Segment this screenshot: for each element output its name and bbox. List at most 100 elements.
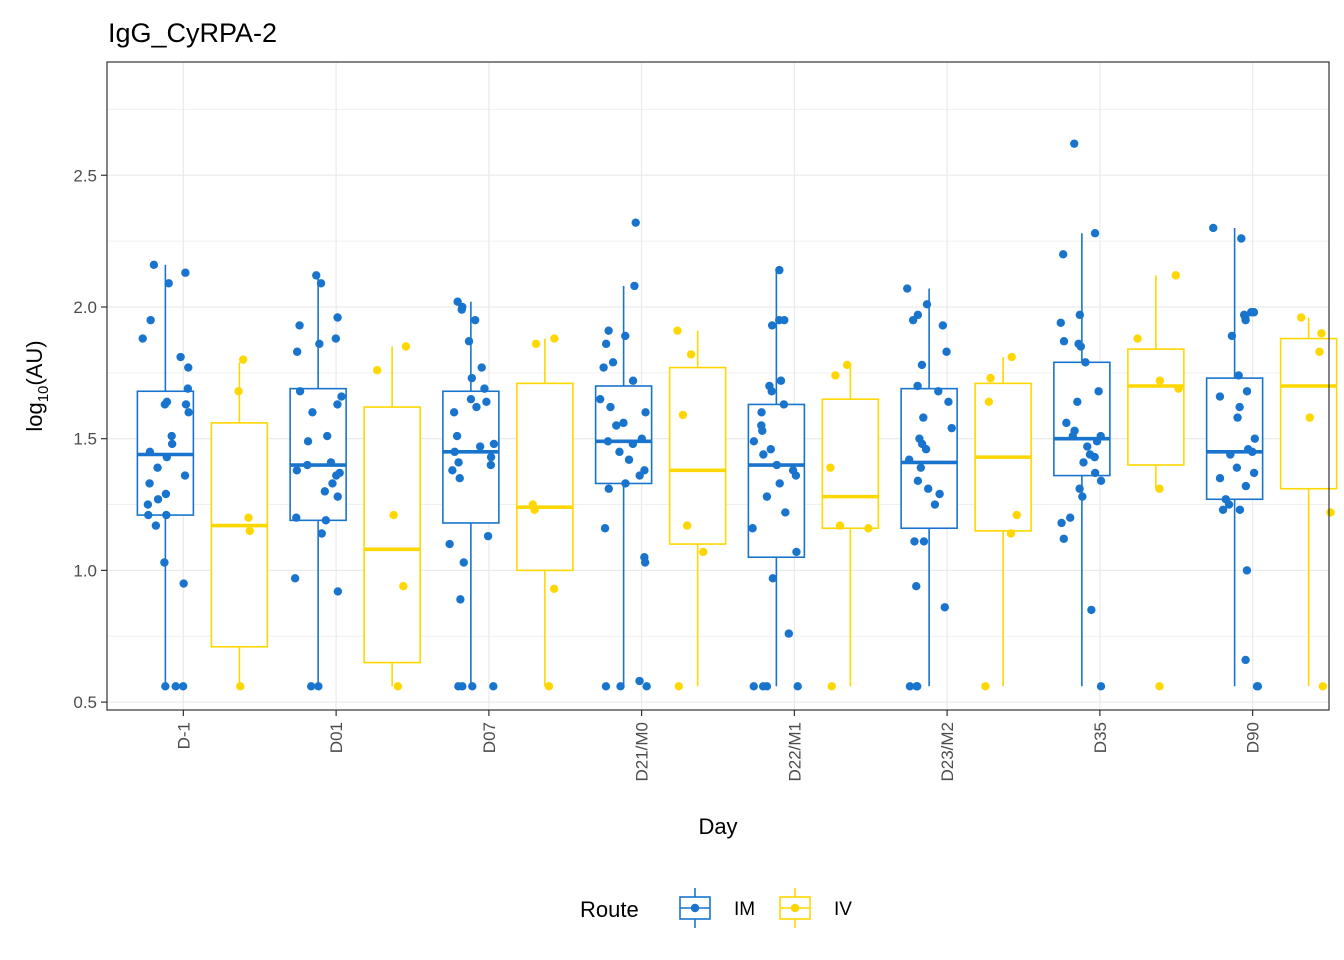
data-point-IM bbox=[143, 500, 153, 509]
y-tick-label: 1.0 bbox=[73, 561, 97, 580]
data-point-IM bbox=[603, 437, 613, 446]
data-point-IM bbox=[793, 682, 802, 691]
data-point-IM bbox=[642, 682, 651, 691]
data-point-IM bbox=[314, 682, 323, 691]
data-point-IV bbox=[531, 339, 541, 349]
data-point-IM bbox=[1226, 450, 1235, 459]
data-point-IM bbox=[913, 476, 923, 486]
data-point-IV bbox=[389, 510, 398, 520]
box-IV-0 bbox=[210, 362, 269, 687]
data-point-IM bbox=[1241, 655, 1250, 665]
box-body bbox=[668, 366, 727, 545]
data-point-IM bbox=[762, 492, 772, 501]
data-point-IV bbox=[401, 342, 411, 351]
data-point-IM bbox=[167, 431, 176, 441]
data-point-IM bbox=[631, 218, 640, 227]
data-point-IM bbox=[1059, 534, 1068, 543]
data-point-IM bbox=[1242, 566, 1252, 575]
data-point-IV bbox=[236, 682, 245, 691]
data-point-IV bbox=[699, 547, 708, 557]
data-point-IM bbox=[940, 603, 949, 612]
data-point-IM bbox=[1237, 234, 1246, 243]
data-point-IM bbox=[1058, 250, 1068, 259]
x-tick-label: D23/M2 bbox=[938, 722, 957, 782]
data-point-IM bbox=[149, 260, 159, 270]
data-point-IM bbox=[333, 492, 342, 501]
data-point-IM bbox=[321, 516, 331, 525]
data-point-IM bbox=[791, 471, 801, 480]
data-point-IM bbox=[606, 402, 615, 412]
y-axis-title-main: log bbox=[22, 402, 47, 431]
data-point-IV bbox=[678, 410, 688, 420]
data-point-IV bbox=[1133, 334, 1142, 343]
data-point-IM bbox=[1075, 484, 1084, 493]
data-point-IM bbox=[1227, 331, 1237, 341]
data-point-IV bbox=[682, 521, 692, 530]
data-point-IM bbox=[908, 315, 918, 325]
data-point-IV bbox=[986, 373, 995, 383]
data-point-IM bbox=[171, 682, 180, 691]
data-point-IM bbox=[483, 531, 493, 541]
data-point-IM bbox=[757, 408, 766, 417]
data-point-IM bbox=[635, 676, 644, 686]
data-point-IM bbox=[621, 479, 630, 488]
data-point-IM bbox=[1218, 505, 1228, 515]
y-axis-title-tail: (AU) bbox=[22, 340, 47, 385]
data-point-IM bbox=[758, 426, 767, 435]
data-point-IM bbox=[181, 400, 191, 409]
chart-title: IgG_CyRPA-2 bbox=[108, 18, 277, 48]
data-point-IM bbox=[601, 339, 611, 349]
data-point-IM bbox=[164, 279, 173, 288]
data-point-IM bbox=[749, 682, 758, 691]
y-tick-label: 2.5 bbox=[73, 166, 97, 185]
data-point-IM bbox=[641, 408, 650, 417]
data-point-IM bbox=[759, 450, 768, 459]
data-point-IM bbox=[1090, 468, 1100, 478]
data-point-IV bbox=[1296, 313, 1306, 322]
data-point-IM bbox=[1248, 447, 1257, 457]
data-point-IM bbox=[320, 487, 330, 496]
legend-key-IM: IM bbox=[679, 888, 755, 928]
data-point-IV bbox=[549, 584, 559, 594]
data-point-IM bbox=[637, 434, 647, 443]
data-point-IM bbox=[1090, 229, 1100, 238]
data-point-IM bbox=[1056, 318, 1065, 327]
data-point-IM bbox=[768, 574, 778, 583]
data-point-IM bbox=[470, 315, 480, 325]
data-point-IM bbox=[1249, 468, 1259, 478]
data-point-IM bbox=[161, 682, 170, 691]
data-point-IM bbox=[1096, 476, 1106, 486]
legend-label-IM: IM bbox=[734, 899, 755, 920]
data-point-IM bbox=[181, 268, 190, 277]
data-point-IM bbox=[1078, 492, 1087, 501]
data-point-IM bbox=[758, 682, 768, 691]
data-point-IM bbox=[292, 466, 302, 475]
data-point-IM bbox=[604, 484, 613, 493]
data-point-IM bbox=[621, 331, 630, 341]
data-point-IV bbox=[399, 581, 408, 591]
data-point-IM bbox=[942, 347, 951, 356]
data-point-IM bbox=[468, 682, 477, 691]
data-point-IM bbox=[1246, 308, 1256, 317]
box-IV-3 bbox=[668, 330, 727, 687]
box-body bbox=[1053, 361, 1111, 477]
points bbox=[138, 139, 1335, 691]
data-point-IM bbox=[160, 558, 169, 567]
data-point-IV bbox=[835, 521, 845, 530]
data-point-IM bbox=[489, 682, 498, 691]
data-point-IM bbox=[1075, 310, 1085, 320]
data-point-IM bbox=[1079, 458, 1088, 467]
data-point-IM bbox=[775, 479, 784, 488]
data-point-IM bbox=[180, 471, 190, 480]
data-point-IV bbox=[674, 682, 684, 691]
data-point-IM bbox=[1081, 358, 1090, 367]
data-point-IM bbox=[167, 439, 177, 449]
data-point-IV bbox=[1318, 682, 1328, 691]
data-point-IV bbox=[550, 334, 559, 343]
data-point-IM bbox=[767, 321, 777, 330]
data-point-IM bbox=[445, 539, 454, 549]
data-point-IM bbox=[1073, 397, 1082, 407]
data-point-IV bbox=[245, 526, 254, 536]
data-point-IM bbox=[179, 579, 188, 588]
data-point-IM bbox=[1215, 392, 1225, 401]
